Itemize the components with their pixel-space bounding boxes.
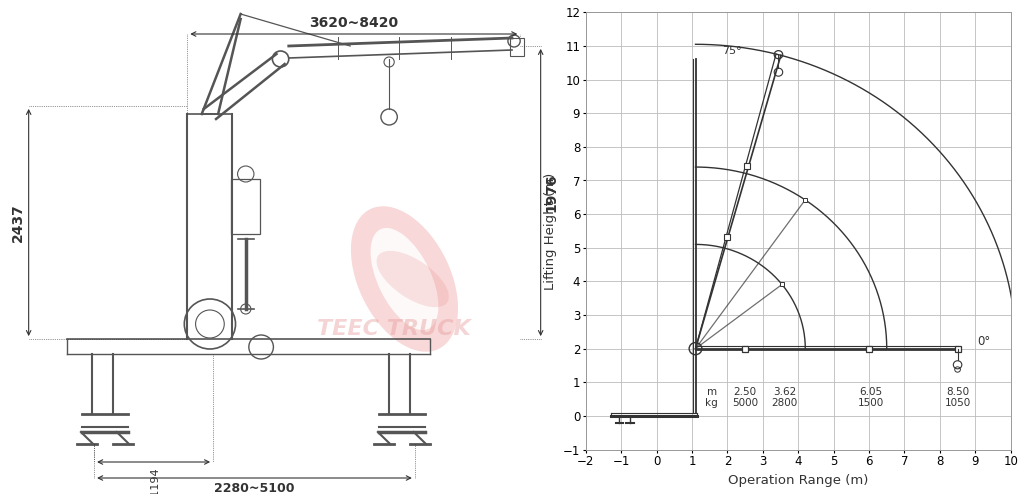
Y-axis label: Lifting Height (m): Lifting Height (m): [544, 172, 557, 289]
Text: kg: kg: [705, 398, 718, 408]
Text: 8.50: 8.50: [946, 387, 969, 397]
Text: 0°: 0°: [977, 335, 990, 348]
Text: 6.05: 6.05: [859, 387, 883, 397]
Text: 3620~8420: 3620~8420: [309, 16, 398, 30]
Bar: [231, 179, 260, 234]
Text: 1050: 1050: [944, 398, 971, 408]
Text: 1500: 1500: [858, 398, 884, 408]
Ellipse shape: [377, 251, 449, 307]
Text: 2280~5100: 2280~5100: [214, 482, 295, 494]
Text: 604~1194: 604~1194: [151, 467, 161, 494]
Ellipse shape: [351, 206, 458, 352]
Text: 2.50: 2.50: [733, 387, 757, 397]
Text: m: m: [708, 387, 718, 397]
Text: 1976: 1976: [545, 173, 559, 212]
Text: 2437: 2437: [10, 203, 25, 242]
Text: TEEC TRUCK: TEEC TRUCK: [317, 319, 471, 339]
Text: 75°: 75°: [722, 46, 741, 56]
Bar: [510, 38, 524, 56]
Text: 5000: 5000: [732, 398, 758, 408]
Ellipse shape: [371, 228, 438, 330]
Text: 2800: 2800: [772, 398, 798, 408]
X-axis label: Operation Range (m): Operation Range (m): [728, 474, 868, 487]
Text: 3.62: 3.62: [773, 387, 797, 397]
